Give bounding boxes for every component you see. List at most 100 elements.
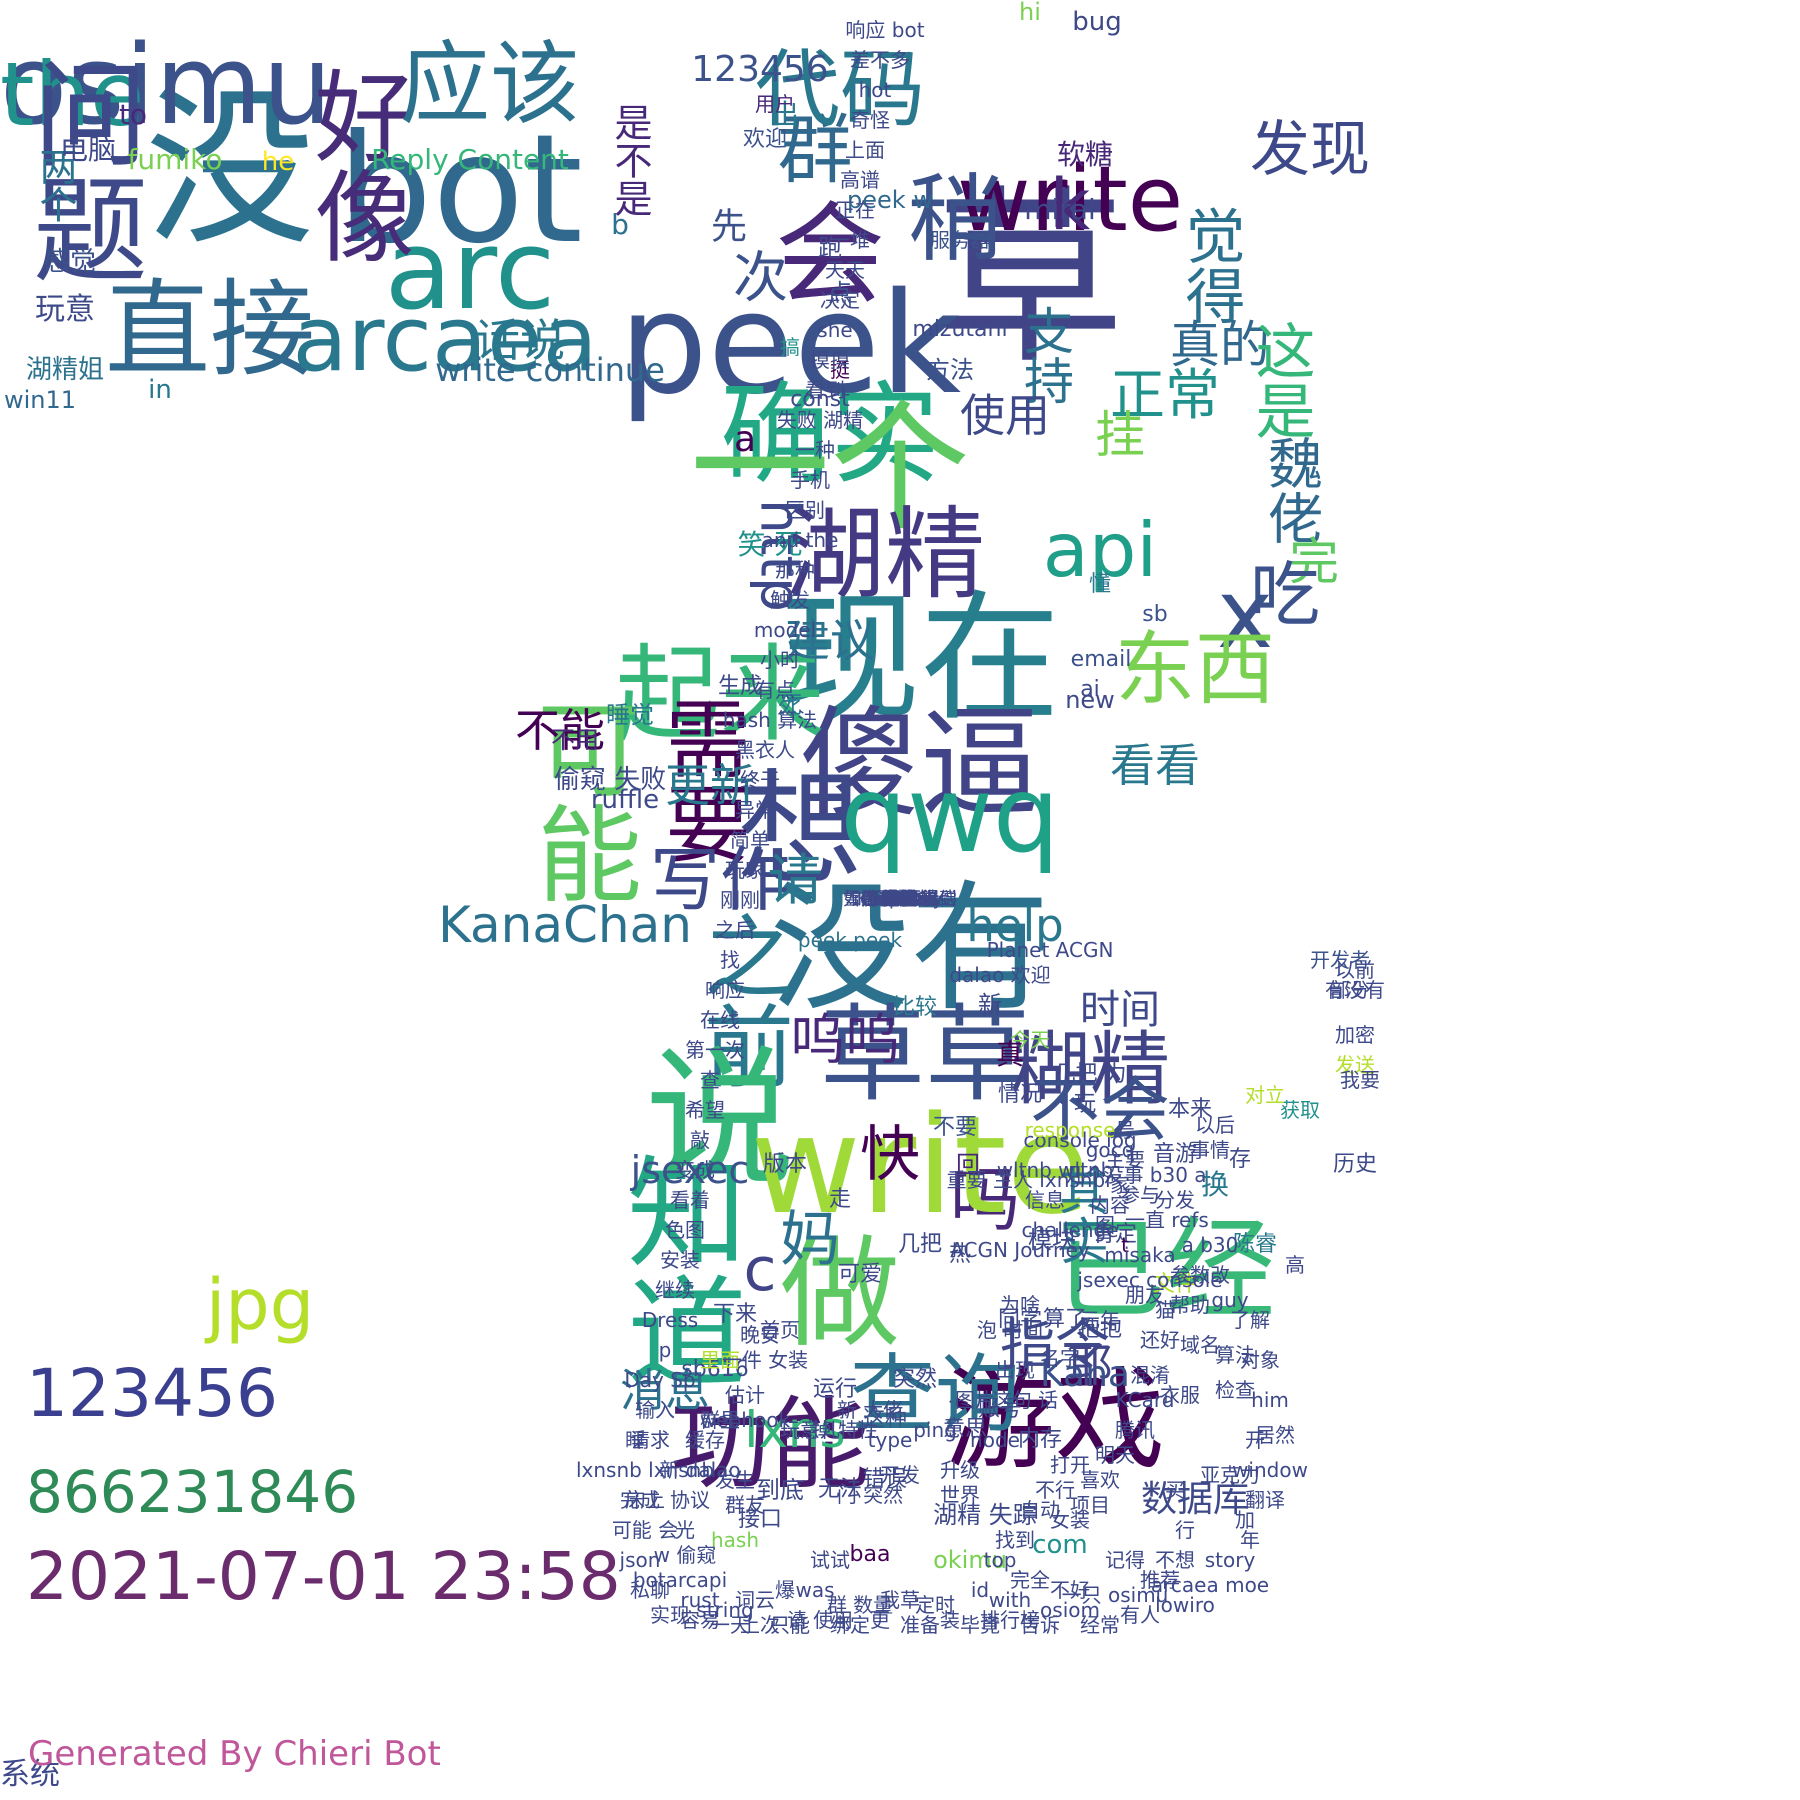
word-cloud-word: ai <box>1080 677 1100 702</box>
word-cloud-word: 时间 <box>1080 987 1160 1033</box>
word-cloud-word: 不想 <box>1155 1548 1195 1572</box>
word-cloud-word: 感觉 <box>43 247 96 277</box>
word-cloud-word: 开发者 <box>1310 948 1370 972</box>
word-cloud-word: 不要 福瑞 <box>861 889 939 910</box>
word-cloud-word: 改成 <box>882 889 918 910</box>
word-cloud-word: 摸摸 <box>810 348 850 372</box>
word-cloud-word: 直接 <box>104 268 315 391</box>
word-cloud-word: 升级 <box>940 1458 980 1482</box>
word-cloud-word: 获取 <box>1280 1098 1320 1122</box>
word-cloud-word: 呜呜 <box>789 1007 900 1072</box>
word-cloud-word: 找 <box>720 948 740 972</box>
word-cloud-word: 可能 <box>519 695 642 905</box>
word-cloud-word: lxnsnb lxnsnb <box>575 1458 715 1482</box>
word-cloud-word: 算了 <box>1042 1307 1087 1332</box>
word-cloud-word: 光 <box>675 1518 695 1542</box>
word-cloud-word: 混淆 <box>1130 1363 1170 1387</box>
word-cloud-word: jsexec <box>630 1148 750 1192</box>
word-cloud-word: type <box>867 1428 913 1452</box>
word-cloud-word: 可爱 <box>837 1262 882 1287</box>
word-cloud-word: model <box>753 618 817 642</box>
word-cloud-word: ruffle <box>590 785 660 815</box>
word-cloud-word: Kana <box>1040 1354 1130 1395</box>
word-cloud-word: 湖精 <box>785 496 985 613</box>
word-cloud-word: 发现 <box>1250 115 1370 185</box>
word-cloud-word: 了解 <box>1230 1308 1270 1332</box>
word-cloud-word: 信息 <box>1025 1188 1065 1212</box>
word-cloud-word: 请求 <box>630 1428 670 1452</box>
word-cloud-word: 晚安 <box>740 1323 780 1347</box>
word-cloud-word: 新 dalao <box>659 1458 741 1482</box>
word-cloud-word: 历史 <box>1332 1152 1377 1177</box>
word-cloud-word: 打开 <box>1050 1453 1090 1477</box>
word-cloud-word: 一只 osimu <box>1061 1583 1169 1607</box>
word-cloud-word: 湖精姐 <box>25 355 104 385</box>
word-cloud-word: 同学 <box>997 1307 1042 1332</box>
word-cloud-word: p <box>658 1338 672 1362</box>
word-cloud-word: 用户 <box>755 92 795 116</box>
word-cloud-word: 手机 <box>790 468 830 492</box>
word-cloud-word: 改 <box>1210 1263 1230 1287</box>
word-cloud-word: 次 <box>723 247 788 303</box>
word-cloud-word: 意思 <box>942 1417 987 1442</box>
word-cloud-word: 一件 女装 <box>721 1348 809 1372</box>
word-cloud-word: 使用 <box>959 388 1050 442</box>
word-cloud-word: 回 <box>956 1151 980 1179</box>
word-cloud-word: jpg <box>205 1264 315 1346</box>
word-cloud-word: osimu <box>0 21 333 149</box>
word-cloud-word: 算法 <box>1215 1343 1255 1367</box>
word-cloud-word: string <box>696 1598 754 1622</box>
word-cloud-word: 几把 <box>897 1232 942 1257</box>
word-cloud-word: 连接 <box>882 889 918 910</box>
word-cloud-word: 失败 湖精 <box>776 408 864 432</box>
word-cloud-word: tpm <box>881 889 919 910</box>
word-cloud-word: 更 <box>870 1608 890 1632</box>
word-cloud-word: 陈睿 <box>1232 1232 1277 1257</box>
word-cloud-word: 之后 <box>715 918 755 942</box>
word-cloud-word: 新 <box>978 991 1002 1019</box>
word-cloud-word: she <box>817 318 853 342</box>
word-cloud-word: to <box>118 98 148 131</box>
word-cloud-word: 家 <box>1110 1173 1130 1197</box>
word-cloud-word: 响应 bot <box>845 18 925 42</box>
word-cloud-word: w 偷窥 <box>653 1543 717 1567</box>
word-cloud-word: t <box>1121 1233 1129 1257</box>
word-cloud-word: 需要 <box>650 695 750 865</box>
word-cloud-word: 世界 <box>940 1483 980 1507</box>
word-cloud-word: 一直 <box>1125 1208 1165 1232</box>
word-cloud-word: 敲 <box>690 1128 710 1152</box>
word-cloud-word: 一个 <box>689 388 970 551</box>
word-cloud-word: 睡 <box>625 1428 645 1452</box>
word-cloud-word: 原因 <box>882 889 918 910</box>
word-cloud-word: ping <box>913 1418 957 1442</box>
word-cloud-word: 可能 会 <box>611 1518 679 1542</box>
word-cloud-word: Day Sp <box>624 1368 696 1392</box>
word-cloud-word: 缓存 <box>685 1428 725 1452</box>
word-cloud-word: fumiko <box>127 143 223 176</box>
word-cloud-word: 不用 <box>551 726 599 754</box>
word-cloud-word: 行 <box>1175 1518 1195 1542</box>
word-cloud-word: 响应 <box>705 978 745 1002</box>
word-cloud-word: 主人 <box>882 889 918 910</box>
word-cloud-word: 开发 <box>880 1463 920 1487</box>
word-cloud-word: sb616 <box>681 1357 749 1382</box>
word-cloud-word: 告诉 <box>1020 1613 1060 1637</box>
word-cloud-word: and the <box>761 528 839 552</box>
word-cloud-word: 快 <box>860 1120 920 1190</box>
word-cloud-word: 开 <box>1245 1428 1265 1452</box>
word-cloud-word: 小时 <box>760 648 800 672</box>
word-cloud-word: 吃 <box>1250 554 1320 636</box>
word-cloud-word: 富富 <box>882 889 918 910</box>
word-cloud-word: 吗 <box>950 1159 1020 1241</box>
word-cloud-word: api <box>1042 505 1158 594</box>
word-cloud-word: story <box>1204 1548 1256 1572</box>
word-cloud-word: write <box>956 147 1184 252</box>
word-cloud-word: 雪客 <box>882 889 918 910</box>
word-cloud-word: 检查 <box>1215 1378 1255 1402</box>
word-cloud-word: 有人 <box>1120 1603 1160 1627</box>
word-cloud-word: 掉 特性 <box>811 1418 879 1442</box>
word-cloud-word: refs <box>1171 1208 1209 1232</box>
word-cloud-word: 那种 <box>775 558 815 582</box>
word-cloud-word: 区别 <box>785 498 825 522</box>
word-cloud-word: node <box>970 1428 1020 1452</box>
